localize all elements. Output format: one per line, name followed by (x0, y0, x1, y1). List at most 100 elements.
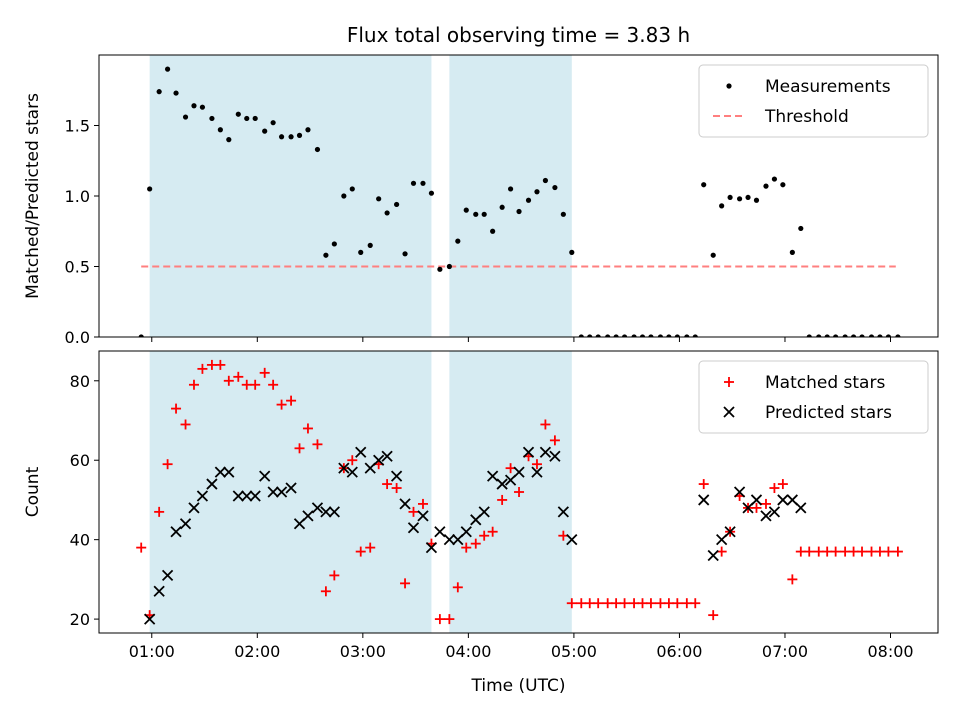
x-tick-label: 04:00 (445, 642, 491, 661)
data-point (584, 598, 595, 609)
data-point (514, 487, 525, 497)
data-point (645, 598, 656, 609)
x-axis-label: Time (UTC) (471, 676, 566, 696)
data-point (874, 546, 885, 557)
data-point (684, 334, 690, 337)
y-tick-label: 80 (70, 372, 90, 391)
data-point (278, 134, 285, 140)
data-point (275, 486, 288, 498)
data-point (382, 479, 393, 490)
data-point (214, 466, 227, 478)
data-point (434, 614, 445, 625)
data-point (549, 435, 560, 446)
data-point (425, 541, 438, 554)
data-point (724, 526, 736, 538)
data-point (557, 506, 569, 518)
data-point (857, 546, 868, 557)
data-point (595, 334, 601, 337)
series-0 (136, 359, 903, 625)
data-point (777, 494, 789, 506)
legend-box (698, 360, 929, 434)
data-point (161, 569, 174, 582)
data-point (771, 176, 778, 182)
data-point (751, 502, 762, 513)
data-point (602, 598, 613, 609)
data-point (268, 379, 279, 390)
data-point (877, 334, 883, 337)
data-point (795, 502, 807, 514)
data-point (487, 526, 498, 537)
data-point (162, 459, 173, 470)
data-point (629, 598, 640, 609)
data-point (859, 334, 865, 337)
legend: Measurements Threshold (698, 64, 929, 138)
data-point (549, 450, 561, 462)
data-point (513, 466, 525, 478)
data-point (191, 103, 197, 109)
data-point (613, 334, 619, 337)
data-point (719, 203, 725, 209)
legend-entry: Measurements (726, 77, 891, 97)
data-point (707, 549, 719, 562)
data-point (760, 498, 771, 509)
data-point (763, 183, 769, 189)
data-point (798, 225, 804, 232)
x-tick-label: 06:00 (656, 642, 702, 661)
data-point (391, 483, 402, 494)
data-point (507, 186, 514, 192)
data-point (479, 530, 490, 541)
data-point (233, 371, 244, 382)
data-point (460, 526, 472, 538)
x-tick-label: 02:00 (234, 642, 280, 661)
data-point (138, 334, 144, 337)
y-tick-label: 0.5 (65, 258, 90, 277)
data-point (885, 334, 891, 337)
data-point (806, 334, 812, 337)
data-point (655, 598, 666, 609)
data-point (787, 574, 798, 585)
data-point (215, 359, 226, 370)
data-point (428, 190, 435, 196)
data-point (394, 201, 400, 208)
data-point (710, 252, 716, 258)
data-point (708, 610, 719, 621)
data-point (701, 182, 707, 188)
data-point (329, 570, 340, 581)
data-point (648, 334, 654, 337)
data-point (156, 89, 162, 95)
data-point (666, 334, 672, 337)
data-point (331, 241, 337, 247)
data-point (833, 334, 839, 337)
data-point (188, 379, 199, 390)
series-0 (138, 66, 901, 337)
data-point (296, 132, 303, 138)
observing-interval-1 (449, 351, 572, 633)
data-point (180, 419, 191, 430)
data-point (868, 334, 875, 337)
data-point (147, 186, 153, 192)
data-point (252, 115, 258, 122)
y-tick-label: 1.5 (65, 117, 90, 136)
legend-entry: Predicted stars (723, 403, 892, 423)
data-point (531, 459, 542, 470)
data-point (895, 334, 901, 337)
data-point (314, 146, 321, 153)
data-point (235, 111, 241, 117)
data-point (410, 180, 417, 186)
data-point (674, 334, 680, 337)
data-point (197, 363, 208, 374)
data-point (320, 586, 331, 597)
data-point (288, 134, 294, 140)
legend-marker (726, 83, 732, 89)
data-point (402, 251, 408, 257)
x-tick-label: 08:00 (867, 642, 913, 661)
data-point (461, 542, 472, 553)
data-point (173, 90, 179, 96)
data-point (578, 334, 584, 337)
data-point (698, 479, 709, 490)
y-tick-label: 40 (70, 531, 90, 550)
data-point (276, 399, 287, 410)
y-axis-label: Matched/Predicted stars (23, 93, 43, 299)
data-point (241, 379, 252, 390)
